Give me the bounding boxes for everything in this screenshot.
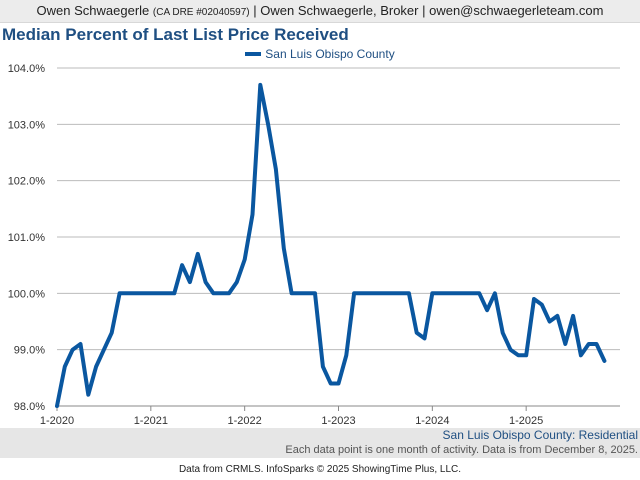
chart-legend[interactable]: San Luis Obispo County [0, 47, 640, 61]
series-label: San Luis Obispo County: Residential [442, 428, 638, 442]
y-tick-label: 98.0% [14, 401, 45, 413]
chart-title: Median Percent of Last List Price Receiv… [2, 25, 349, 44]
y-tick-label: 104.0% [8, 63, 46, 75]
header-contact: | Owen Schwaegerle, Broker | owen@schwae… [253, 3, 604, 18]
legend-label: San Luis Obispo County [265, 47, 395, 61]
y-tick-label: 99.0% [14, 345, 45, 357]
legend-swatch [245, 51, 262, 56]
agent-name: Owen Schwaegerle [36, 3, 150, 18]
x-tick-label: 1-2025 [509, 415, 543, 427]
data-note: Each data point is one month of activity… [285, 444, 638, 456]
agent-license: (CA DRE #02040597) [152, 7, 250, 18]
x-tick-label: 1-2020 [40, 415, 74, 427]
y-tick-label: 100.0% [8, 288, 46, 300]
data-source: Data from CRMLS. InfoSparks © 2025 Showi… [178, 464, 462, 475]
x-tick-label: 1-2023 [321, 415, 355, 427]
y-tick-label: 103.0% [8, 119, 46, 131]
chart-footer-band [0, 428, 640, 458]
x-tick-label: 1-2021 [134, 415, 168, 427]
header-bar: Owen Schwaegerle (CA DRE #02040597) | Ow… [0, 0, 640, 23]
y-tick-label: 102.0% [8, 176, 46, 188]
series-line-san-luis-obispo-county[interactable] [55, 82, 607, 408]
x-tick-label: 1-2024 [415, 415, 449, 427]
y-tick-label: 101.0% [8, 232, 46, 244]
x-tick-label: 1-2022 [228, 415, 262, 427]
line-chart[interactable]: 98.0% 99.0% 100.0% 101.0% 102.0% 103.0% 104.0%… [0, 60, 640, 428]
